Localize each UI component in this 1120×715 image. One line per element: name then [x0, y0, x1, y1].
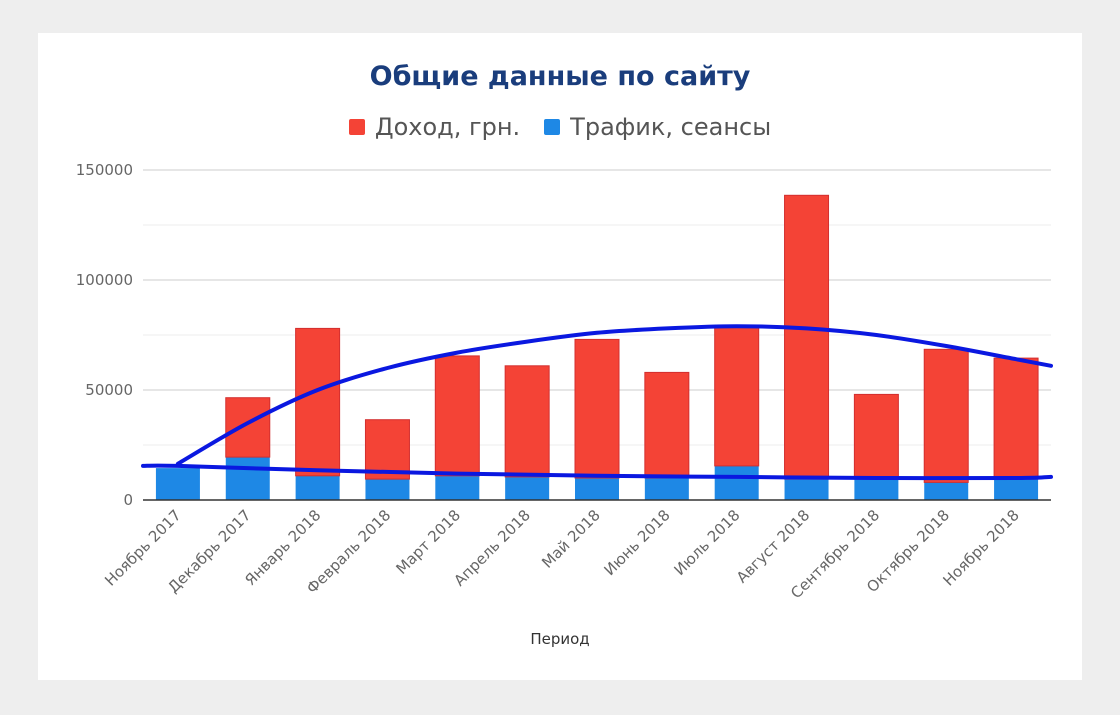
bar-income — [504, 365, 550, 478]
bar-traffic — [575, 478, 619, 500]
bar-income — [923, 348, 969, 483]
bar-income — [295, 327, 341, 477]
x-tick-label: Июнь 2018 — [601, 506, 674, 579]
bar-traffic — [365, 479, 410, 500]
y-tick-label: 0 — [123, 491, 133, 509]
chart-card: Общие данные по сайту Доход, грн. Трафик… — [38, 33, 1082, 680]
bar-income — [574, 338, 620, 479]
bar-traffic — [644, 478, 689, 500]
y-tick-label: 100000 — [76, 271, 133, 289]
legend-item-income[interactable]: Доход, грн. — [348, 113, 521, 141]
x-tick-label: Март 2018 — [392, 506, 464, 578]
bar-traffic — [994, 479, 1039, 500]
x-axis-title: Период — [530, 630, 590, 648]
bar-traffic — [155, 468, 200, 500]
bar-traffic — [784, 479, 829, 500]
trend-curve-lower — [141, 463, 1053, 481]
bar-income — [225, 397, 271, 458]
bar-traffic — [295, 475, 340, 500]
bar-traffic — [225, 457, 270, 500]
legend-item-traffic[interactable]: Трафик, сеансы — [544, 113, 771, 141]
bar-income — [993, 357, 1039, 480]
bar-traffic — [435, 475, 480, 500]
bar-traffic — [505, 476, 550, 500]
legend-label-traffic: Трафик, сеансы — [570, 113, 772, 141]
chart-title: Общие данные по сайту — [369, 61, 751, 92]
legend-label-income: Доход, грн. — [374, 113, 521, 141]
bar-traffic — [854, 479, 899, 500]
bar-traffic — [924, 482, 969, 500]
bar-income — [853, 393, 899, 480]
legend-swatch-traffic — [544, 119, 561, 135]
bar-income — [644, 371, 690, 479]
chart-legend: Доход, грн. Трафик, сеансы — [38, 113, 1082, 141]
bar-income — [434, 355, 480, 477]
x-tick-label: Май 2018 — [538, 506, 604, 572]
y-tick-label: 150000 — [76, 161, 133, 179]
bar-traffic — [714, 465, 759, 500]
trend-curve-upper — [175, 324, 1053, 466]
bar-income — [364, 419, 410, 480]
x-tick-label: Июль 2018 — [671, 506, 744, 579]
legend-swatch-income — [348, 119, 365, 135]
y-tick-label: 50000 — [85, 381, 133, 399]
bar-income — [784, 194, 830, 480]
bar-income — [714, 326, 760, 467]
